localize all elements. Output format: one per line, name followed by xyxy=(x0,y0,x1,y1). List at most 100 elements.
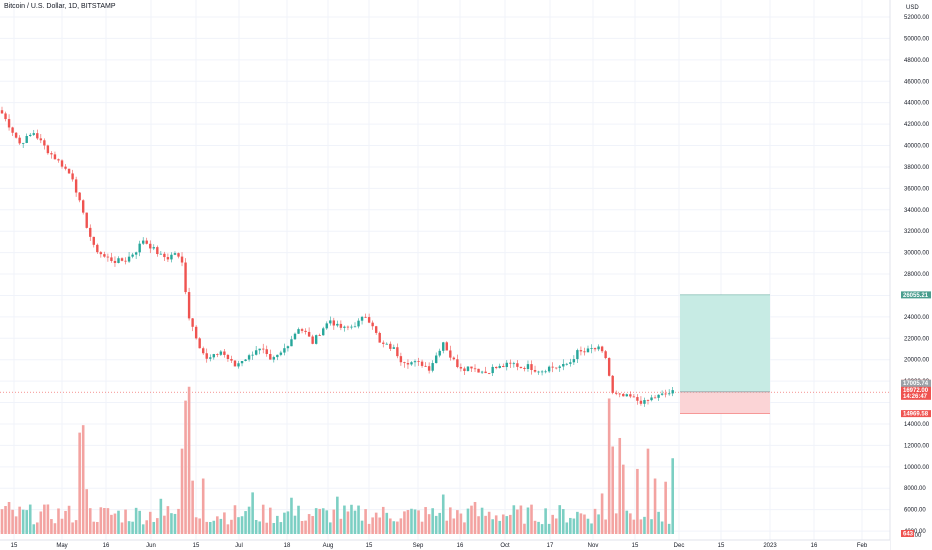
volume-bar-53 xyxy=(187,386,191,534)
volume-tag-box xyxy=(901,530,914,537)
candle-161 xyxy=(569,362,572,364)
candle-24 xyxy=(85,212,88,228)
volume-bar-178 xyxy=(629,513,632,534)
candle-179 xyxy=(632,396,636,398)
candle-29 xyxy=(103,254,106,257)
candle-31 xyxy=(110,257,113,261)
x-tick-label-19: Feb xyxy=(857,543,868,549)
candle-71 xyxy=(251,354,254,356)
currency-label: USD xyxy=(906,5,919,11)
volume-bar-25 xyxy=(88,508,92,534)
candle-114 xyxy=(403,362,406,364)
candle-80 xyxy=(283,348,286,353)
candle-88 xyxy=(311,336,314,344)
y-tick-label-20: 12000.00 xyxy=(904,443,930,449)
candle-189 xyxy=(667,393,671,395)
volume-bar-12 xyxy=(43,504,46,534)
volume-bar-141 xyxy=(498,520,502,534)
volume-bar-180 xyxy=(636,468,639,534)
candle-137 xyxy=(484,371,487,374)
entry-price-tag-label: 17005.74 xyxy=(903,381,929,387)
volume-bar-156 xyxy=(551,514,554,534)
volume-bar-71 xyxy=(251,492,254,534)
candle-25 xyxy=(89,227,92,237)
volume-tag-label: 643 xyxy=(903,532,914,538)
candle-38 xyxy=(134,252,138,255)
volume-bar-117 xyxy=(413,509,417,534)
candle-164 xyxy=(579,350,583,352)
candle-21 xyxy=(74,179,78,193)
candle-98 xyxy=(346,326,350,328)
volume-bar-2 xyxy=(7,501,11,534)
volume-bar-98 xyxy=(346,511,350,534)
volume-bar-113 xyxy=(399,518,403,534)
candle-127 xyxy=(449,350,452,358)
candle-102 xyxy=(360,316,364,321)
candle-83 xyxy=(293,333,297,340)
volume-bar-47 xyxy=(166,506,170,534)
candle-84 xyxy=(297,329,300,334)
volume-bar-105 xyxy=(371,517,374,534)
candle-53 xyxy=(187,292,191,319)
candle-174 xyxy=(615,392,618,394)
y-tick-label-6: 40000.00 xyxy=(904,144,930,150)
volume-bar-187 xyxy=(660,521,664,534)
volume-bar-127 xyxy=(449,507,452,534)
x-tick-label-5: Jul xyxy=(235,543,243,549)
volume-bar-3 xyxy=(11,509,14,534)
y-tick-label-25: .00 xyxy=(913,533,922,539)
candle-128 xyxy=(452,357,456,360)
candle-50 xyxy=(177,253,180,257)
candle-148 xyxy=(523,367,526,369)
volume-bar-170 xyxy=(600,493,604,534)
candle-15 xyxy=(53,154,57,160)
candle-1 xyxy=(4,113,7,120)
volume-bar-99 xyxy=(350,504,353,534)
volume-bar-93 xyxy=(328,522,332,534)
candle-104 xyxy=(367,317,371,323)
volume-bar-49 xyxy=(173,513,177,534)
volume-bar-179 xyxy=(632,519,636,534)
candle-55 xyxy=(194,326,198,339)
candle-78 xyxy=(276,354,279,358)
candle-85 xyxy=(300,329,304,331)
volume-bar-17 xyxy=(60,518,64,534)
x-tick-label-9: Sep xyxy=(413,543,424,549)
candle-89 xyxy=(314,335,318,344)
candle-190 xyxy=(671,390,674,394)
candle-4 xyxy=(14,132,18,138)
candle-126 xyxy=(445,342,448,351)
volume-bar-56 xyxy=(198,518,201,534)
volume-bar-74 xyxy=(261,504,265,534)
volume-bar-81 xyxy=(286,511,290,534)
volume-bar-171 xyxy=(604,519,607,534)
volume-bar-28 xyxy=(99,507,103,534)
volume-bar-23 xyxy=(81,425,85,534)
volume-bar-84 xyxy=(297,505,300,534)
candle-62 xyxy=(219,351,223,355)
candle-177 xyxy=(625,394,629,397)
volume-group xyxy=(0,386,674,534)
price-axis xyxy=(890,0,932,550)
candle-65 xyxy=(230,358,233,361)
volume-bar-124 xyxy=(438,512,442,534)
candle-133 xyxy=(470,366,473,369)
volume-bar-154 xyxy=(544,508,547,534)
y-tick-label-23: 6000.00 xyxy=(904,508,926,514)
candle-93 xyxy=(329,320,332,324)
volume-bar-182 xyxy=(643,516,646,534)
volume-bar-142 xyxy=(501,514,505,534)
volume-bar-159 xyxy=(561,509,565,534)
candle-7 xyxy=(25,136,28,143)
x-tick-label-16: 15 xyxy=(718,543,725,549)
volume-bar-106 xyxy=(374,512,378,534)
volume-bar-168 xyxy=(593,508,597,534)
candle-35 xyxy=(124,260,127,262)
x-tick-label-3: Jun xyxy=(146,543,156,549)
candle-120 xyxy=(424,365,427,367)
candle-9 xyxy=(32,133,35,135)
candle-22 xyxy=(78,192,81,201)
candle-28 xyxy=(99,252,103,255)
volume-bar-110 xyxy=(389,518,392,534)
